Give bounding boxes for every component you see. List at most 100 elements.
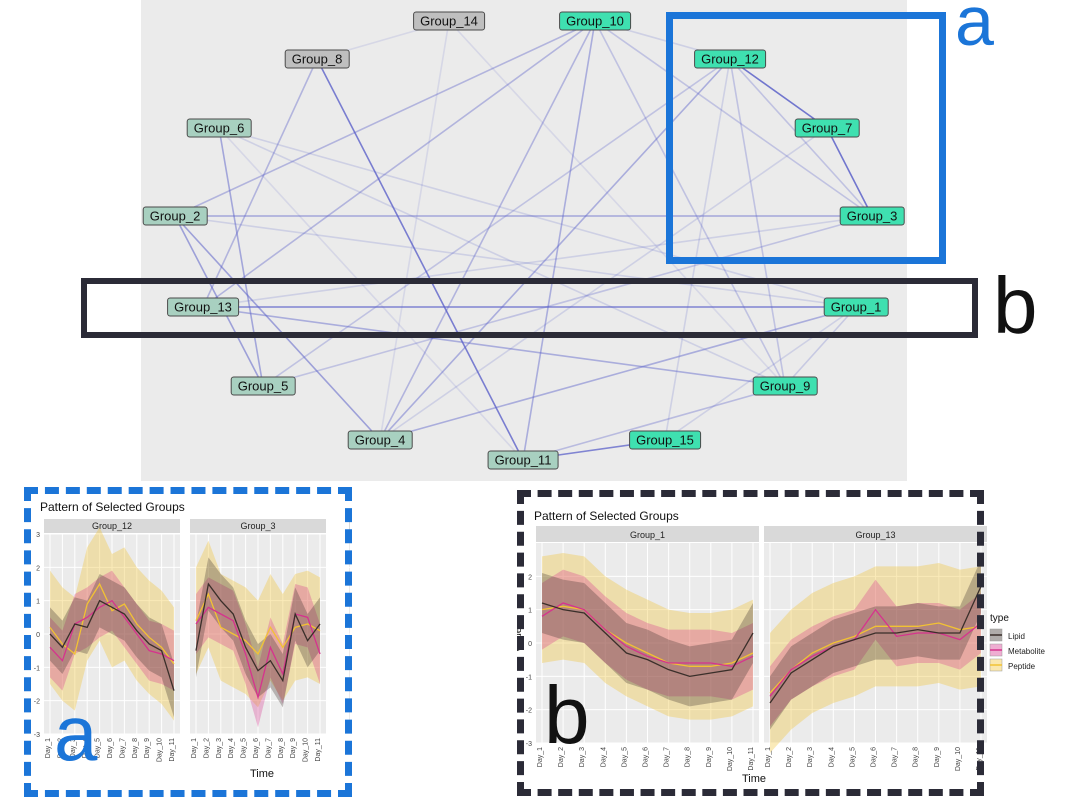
network-node-group-3[interactable]: Group_3 <box>839 206 905 226</box>
facet-strip-label: Group_13 <box>855 530 895 540</box>
x-tick-label: Day_6 <box>871 747 878 767</box>
facet-strip-label: Group_1 <box>630 530 665 540</box>
series-line-metabolite <box>195 606 321 700</box>
network-node-group-7[interactable]: Group_7 <box>794 118 860 138</box>
ribbon-lipid <box>196 557 320 708</box>
legend-title: type <box>990 613 1009 624</box>
x-tick-label: Day_1 <box>765 747 772 767</box>
network-edge <box>729 58 786 387</box>
y-tick-label: -2 <box>34 699 40 706</box>
network-node-group-15[interactable]: Group_15 <box>629 430 701 450</box>
legend-label-lipid: Lipid <box>1008 632 1025 641</box>
callout-label-a-top: a <box>955 0 994 60</box>
x-tick-label: Day_4 <box>600 747 607 767</box>
network-edge <box>174 215 381 441</box>
network-edge <box>262 215 873 387</box>
x-axis-label: Time <box>742 773 766 785</box>
series-line-lipid <box>769 586 982 704</box>
network-edge <box>218 127 857 308</box>
network-edge <box>826 127 873 217</box>
x-tick-label: Day_1 <box>45 738 52 758</box>
y-tick-label: 1 <box>528 608 532 615</box>
network-edge <box>379 127 828 441</box>
callout-label-b-bottom: b <box>544 670 590 761</box>
series-line-metabolite <box>769 608 982 697</box>
x-tick-label: Day_11 <box>315 738 322 762</box>
network-node-group-6[interactable]: Group_6 <box>186 118 252 138</box>
x-tick-label: Day_3 <box>216 738 223 758</box>
x-tick-label: Day_1 <box>191 738 198 758</box>
network-edge <box>174 215 857 308</box>
series-line-lipid <box>195 582 321 683</box>
network-node-group-8[interactable]: Group_8 <box>284 49 350 69</box>
network-node-group-14[interactable]: Group_14 <box>413 11 485 31</box>
x-tick-label: Day_10 <box>157 738 164 762</box>
x-tick-label: Day_9 <box>934 747 941 767</box>
network-node-group-2[interactable]: Group_2 <box>142 206 208 226</box>
x-tick-label: Day_11 <box>748 747 755 771</box>
series-line-peptide <box>769 622 982 694</box>
network-edge <box>664 58 731 441</box>
x-tick-label: Day_3 <box>807 747 814 767</box>
network-edge <box>729 58 828 129</box>
x-tick-label: Day_5 <box>241 738 248 758</box>
x-tick-label: Day_4 <box>228 738 235 758</box>
pattern-chart-a: Pattern of Selected GroupsValueTimeGroup… <box>34 500 350 780</box>
network-edge <box>218 127 524 461</box>
callout-box-a <box>666 12 946 264</box>
y-tick-label: -3 <box>526 741 532 748</box>
network-panel: Group_14 Group_10 Group_8 Group_12 Group_6 Gr… <box>141 0 907 481</box>
pattern-panel-b: Pattern of Selected Groups Value Time Group… <box>517 490 1082 797</box>
legend: type Lipid Metabolite Peptide <box>989 613 1045 672</box>
network-edge <box>379 20 450 441</box>
x-tick-label: Day_5 <box>849 747 856 767</box>
series-line-metabolite <box>49 599 175 662</box>
network-edge <box>202 215 873 308</box>
x-tick-label: Day_6 <box>643 747 650 767</box>
network-node-group-9[interactable]: Group_9 <box>752 376 818 396</box>
x-tick-label: Day_1 <box>537 747 544 767</box>
x-tick-label: Day_3 <box>579 747 586 767</box>
network-node-group-1[interactable]: Group_1 <box>823 297 889 317</box>
callout-label-a-bottom: a <box>54 689 98 777</box>
x-tick-label: Day_7 <box>664 747 671 767</box>
network-node-group-11[interactable]: Group_11 <box>487 450 559 470</box>
ribbon-lipid <box>770 559 981 730</box>
facet-strip <box>44 519 180 533</box>
facet-strip <box>536 526 759 542</box>
network-edge <box>218 127 264 387</box>
network-node-group-10[interactable]: Group_10 <box>559 11 631 31</box>
ribbon-metabolite <box>770 579 981 727</box>
x-tick-label: Day_10 <box>303 738 310 762</box>
network-node-group-13[interactable]: Group_13 <box>167 297 239 317</box>
network-node-group-4[interactable]: Group_4 <box>347 430 413 450</box>
x-tick-label: Day_8 <box>278 738 285 758</box>
callout-label-b-top: b <box>993 261 1038 350</box>
x-tick-label: Day_2 <box>203 738 210 758</box>
x-tick-label: Day_8 <box>132 738 139 758</box>
facet-panel-group-12: Group_12 -3 -2 -1 0 1 2 3 Day_1 Day_2 Day_3 Day_4 Da… <box>34 519 180 762</box>
x-tick-label: Day_11 <box>169 738 176 762</box>
ribbon-peptide <box>542 553 753 720</box>
series-line-lipid <box>49 599 175 691</box>
x-axis-label: Time <box>250 768 274 780</box>
y-tick-label: -3 <box>34 732 40 739</box>
ribbon-peptide <box>50 527 174 721</box>
network-edge <box>379 306 857 441</box>
legend-label-metabolite: Metabolite <box>1008 647 1045 656</box>
series-line-peptide <box>195 592 321 656</box>
x-tick-label: Day_7 <box>892 747 899 767</box>
facet-panel-group-13: Group_13 Day_1 Day_2 Day_3 Day_4 Day_5 Day_6 Da… <box>764 526 987 771</box>
network-node-group-5[interactable]: Group_5 <box>230 376 296 396</box>
x-tick-label: Day_4 <box>828 747 835 767</box>
y-tick-label: -1 <box>34 665 40 672</box>
network-edge <box>522 385 786 461</box>
ribbon-lipid <box>542 573 753 707</box>
network-node-group-12[interactable]: Group_12 <box>694 49 766 69</box>
network-edge <box>262 58 731 387</box>
chart-title: Pattern of Selected Groups <box>40 500 185 514</box>
x-tick-label: Day_7 <box>265 738 272 758</box>
ribbon-metabolite <box>196 577 320 728</box>
y-tick-label: -2 <box>526 708 532 715</box>
x-tick-label: Day_9 <box>290 738 297 758</box>
